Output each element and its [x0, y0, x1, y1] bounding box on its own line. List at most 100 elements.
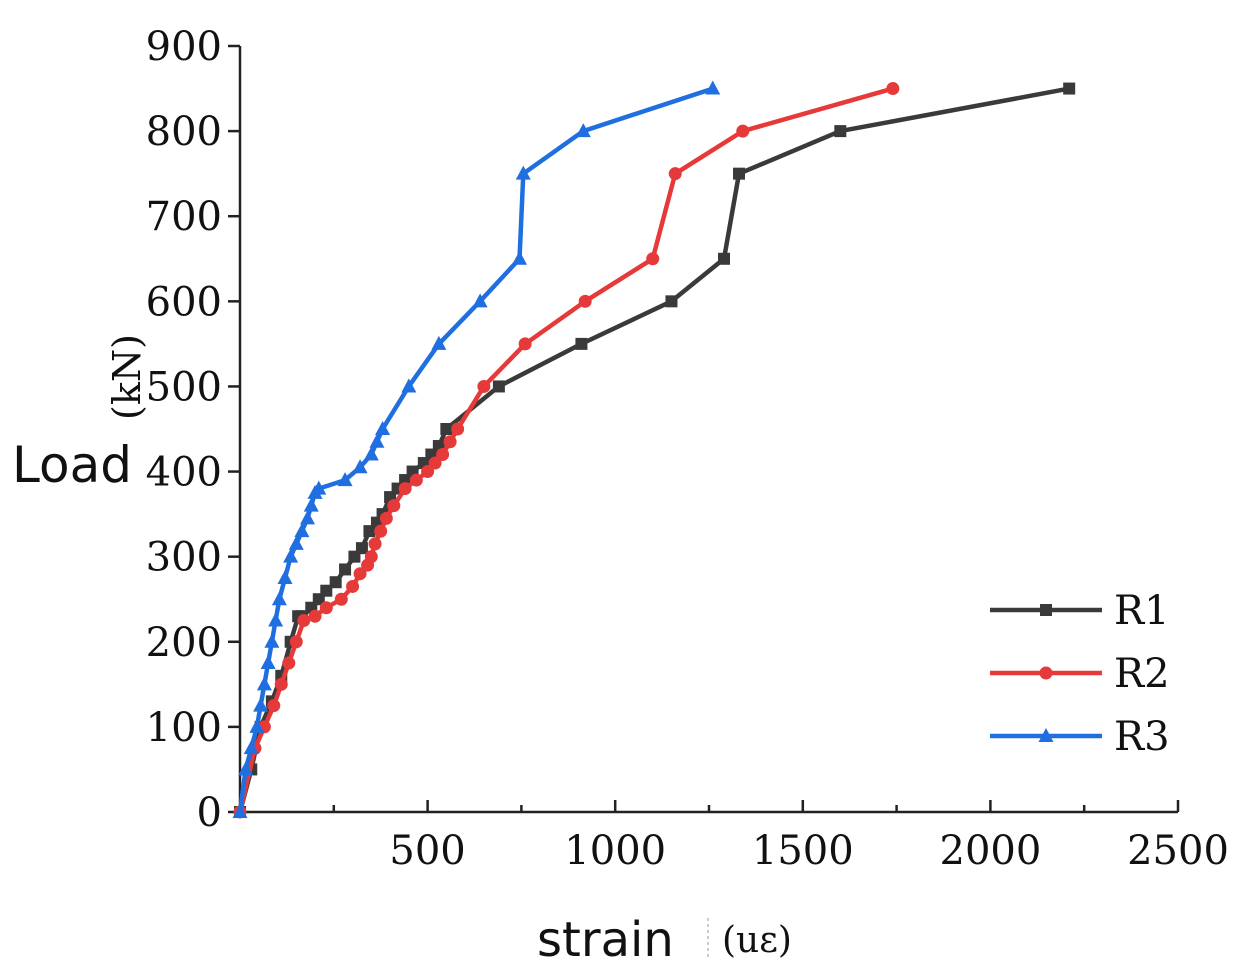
series-r2-point [274, 677, 288, 691]
series-r2-point [886, 82, 900, 96]
series-r1-point [834, 125, 847, 138]
legend-item-r1: R1 [990, 588, 1170, 634]
series-r2-point [353, 567, 367, 581]
series-r3-point [369, 433, 385, 448]
series-r2-point [308, 609, 322, 623]
y-tick-label: 800 [146, 109, 222, 155]
series-r1-point [718, 252, 731, 265]
x-tick-label: 1000 [564, 828, 666, 874]
series-r2-point [451, 422, 465, 436]
series-r2-point [334, 592, 348, 606]
series-r3-point [705, 80, 721, 95]
series-r3-point [238, 761, 254, 776]
series-r1-point [320, 584, 333, 597]
series-r2-point [297, 614, 311, 627]
series-r3-point [352, 459, 368, 474]
x-axis-unit: (uε) [722, 920, 792, 961]
y-tick-label: 200 [146, 620, 222, 666]
series-r2-point [477, 379, 491, 393]
series-r1-point [575, 337, 588, 350]
series-r2-point [374, 524, 388, 538]
series-r3-point [375, 421, 391, 435]
legend-item-r2: R2 [990, 651, 1170, 697]
x-axis-title: strain [537, 912, 674, 968]
series-r1-line [237, 86, 1072, 815]
series-r1-point [492, 380, 505, 393]
legend-label: R1 [1114, 588, 1170, 634]
series-r3-point [277, 569, 293, 584]
series-r3-point [515, 165, 531, 180]
y-tick-label: 500 [146, 364, 222, 410]
series-r2-point [319, 601, 333, 615]
series-r2-point [409, 473, 423, 487]
x-tick-label: 1500 [752, 828, 854, 874]
series-r3-point [249, 718, 265, 733]
y-tick-label: 900 [146, 24, 222, 70]
series-r2-point [518, 337, 532, 351]
series-r3-point [337, 472, 353, 487]
y-axis-title: Load [12, 436, 132, 494]
series-r3-point [294, 523, 310, 538]
series-r3-point [256, 676, 272, 691]
legend: R1 R2 R3 [990, 588, 1170, 760]
legend-item-r3: R3 [990, 714, 1170, 760]
series-r3-point [431, 335, 447, 350]
series-r3-line [237, 86, 716, 815]
series-r2-point [668, 167, 682, 181]
series-r3-point [232, 804, 248, 818]
series-r3-point [260, 655, 276, 670]
series-r1-point [733, 167, 746, 180]
series-r1 [234, 82, 1076, 818]
series-r2-point [398, 482, 412, 496]
series-r2-point [387, 499, 401, 513]
y-tick-label: 400 [146, 450, 222, 496]
ticks: 0 100 200 300 400 500 600 700 800 900 500 1000 1500 2… [146, 24, 1229, 874]
series-r1-point [1063, 82, 1076, 95]
y-tick-label: 600 [146, 279, 222, 325]
x-tick-label: 500 [389, 828, 465, 874]
series-r3-point [303, 497, 319, 512]
series-r2-point [346, 579, 360, 593]
series-r3-point [271, 591, 287, 606]
x-tick-label: 2500 [1127, 828, 1229, 874]
series-r3-point [288, 535, 304, 550]
series-r2-point [646, 252, 660, 266]
series-r2-point [282, 656, 296, 670]
legend-label: R2 [1114, 651, 1170, 697]
series-r2-point [267, 699, 281, 713]
series-r2-point [421, 465, 435, 479]
series-r2-point [736, 124, 750, 138]
series-r1-point [329, 576, 342, 589]
series-r3-point [401, 378, 417, 393]
series-r2-point [364, 550, 378, 564]
legend-swatch-marker [1040, 604, 1052, 616]
series-r2-point [368, 537, 382, 551]
series-r1-point [339, 563, 352, 576]
series-r3-point [264, 633, 280, 648]
series-r3-point [472, 293, 488, 308]
series-r1-point [665, 295, 678, 308]
series-r3-point [243, 740, 259, 755]
series-r3-point [512, 250, 528, 265]
series-r2-point [379, 511, 393, 525]
series-r2-point [436, 448, 450, 462]
series-r3-point [300, 510, 316, 525]
series-r3-point [283, 548, 299, 563]
series-r1-point [440, 423, 453, 435]
series-r3-point [253, 697, 269, 712]
series-r2-point [443, 435, 457, 449]
y-tick-label: 0 [197, 790, 222, 836]
series-r3 [232, 80, 721, 818]
series-r2-line [237, 86, 896, 815]
x-tick-label: 2000 [940, 828, 1042, 874]
series-r1-point [355, 542, 368, 555]
legend-label: R3 [1114, 714, 1170, 760]
series-r3-point [311, 480, 327, 495]
legend-swatch-marker [1038, 728, 1054, 742]
series-r2-point [578, 294, 592, 308]
series-r2-point [428, 456, 442, 470]
series-r3-point [575, 123, 591, 138]
y-tick-label: 100 [146, 705, 222, 751]
series-r3-point [268, 612, 284, 627]
